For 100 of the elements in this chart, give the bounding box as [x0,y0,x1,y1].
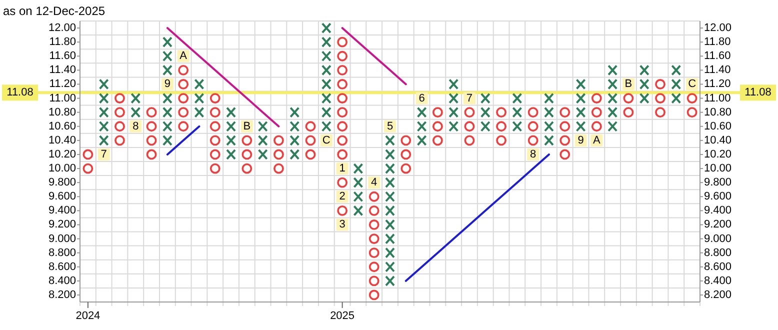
point [210,163,220,174]
point [162,50,172,62]
point [146,135,157,146]
point [560,149,570,160]
point [337,79,348,90]
point [576,106,586,118]
y-tick-label: 9.400 [48,204,76,217]
point [337,121,348,132]
annotation: 1 [339,162,346,175]
point [368,220,380,230]
annotation: A [592,134,601,146]
annotation: 9 [578,134,584,146]
point [146,121,157,132]
y-tick-label: 10.00 [48,162,76,175]
point [305,149,316,160]
y-tick-label: 10.80 [48,106,76,118]
text: 11.08 [6,86,34,99]
point [162,92,172,104]
point [368,276,380,286]
point [162,64,172,76]
point [290,120,300,132]
point [385,261,395,272]
annotation: C [322,134,330,146]
point [114,135,125,146]
annotation: 6 [418,92,425,104]
annotation: 3 [339,218,346,231]
annotation: 5 [386,120,394,132]
y-tick-label: 11.80 [49,36,76,48]
point [655,107,666,118]
point [337,36,348,48]
point [671,78,682,90]
point [82,149,94,160]
point [385,177,395,188]
y-tick-label: 9.200 [48,218,76,231]
point [528,121,538,132]
point [544,134,554,146]
point [400,163,412,174]
point [321,78,332,90]
point [512,106,522,118]
point [353,205,364,216]
point [226,120,236,132]
line-series [341,27,407,86]
y-tick-label: 9.800 [48,176,76,189]
y2-tick-label: 11.40 [704,64,731,76]
y2-tick-label: 8.400 [704,274,732,287]
y2-tick-label: 11.80 [704,36,731,48]
annotation: A [180,50,188,62]
point [353,177,364,188]
y2-tick-label: 12.00 [704,22,732,34]
line-series [166,27,280,128]
annotation: 7 [466,92,473,104]
point [146,107,157,118]
point [114,107,125,118]
annotation: 2 [339,190,346,203]
x-tick-label: 2025 [330,310,355,322]
point [448,78,459,90]
point [337,177,348,188]
point [368,205,380,216]
point [686,107,698,118]
y-tick-label: 10.60 [48,120,76,132]
point [368,290,380,300]
point [210,121,220,132]
point [432,107,443,118]
point [385,205,395,216]
point [321,64,332,76]
point [400,135,412,146]
point [178,121,189,132]
point [448,120,459,132]
point [528,107,538,118]
annotation: B [624,78,632,90]
point [480,92,490,104]
point [226,106,236,118]
point [130,106,141,118]
y-tick-label: 8.200 [48,288,76,301]
point [290,148,300,160]
chart-title: as on 12-Dec-2025 [3,4,106,18]
annotation: 8 [132,120,139,132]
point [608,106,618,118]
annotation: 7 [100,148,107,160]
y2-tick-label: 8.800 [704,246,732,259]
point [368,234,380,244]
point [385,219,395,230]
point [512,92,522,104]
point [98,120,109,132]
y-tick-label: 11.40 [49,64,76,76]
y2-tick-label: 8.200 [704,288,732,301]
point [385,275,395,286]
point [368,248,380,258]
point [639,78,650,90]
point [560,135,570,146]
point [639,92,650,104]
point [274,149,284,160]
point [337,93,348,104]
point [226,148,236,160]
point [576,78,586,90]
point [321,92,332,104]
point [385,134,395,146]
y2-tick-label: 10.00 [704,162,732,175]
point [290,106,300,118]
point [576,120,586,132]
